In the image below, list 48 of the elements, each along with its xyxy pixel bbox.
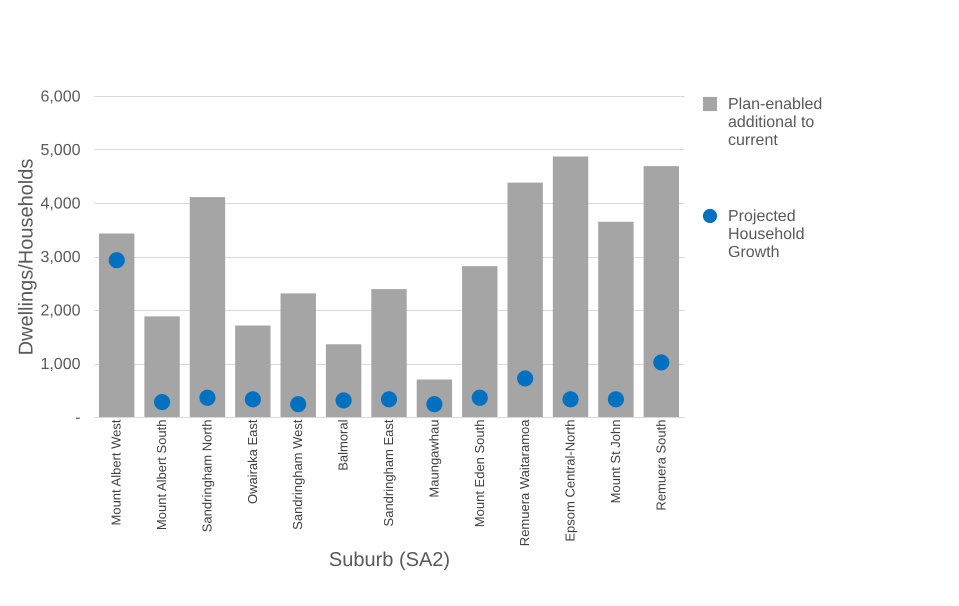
point (244, 391, 261, 408)
bar (280, 293, 316, 417)
y-axis-title: Dwellings/Households (15, 158, 38, 356)
point (336, 392, 352, 408)
bar (326, 344, 362, 417)
x-tick-label: Sandringham East (381, 419, 396, 526)
y-tick-label: - (75, 410, 80, 426)
point (608, 391, 624, 408)
bar (190, 197, 226, 417)
x-tick-label: Remuera Waitaramoa (517, 418, 532, 546)
x-tick-label: Owairaka East (244, 419, 260, 504)
point (517, 370, 534, 387)
point (108, 252, 125, 268)
x-tick-label: Mount Albert South (154, 420, 170, 530)
y-tick-label: 3,000 (40, 249, 81, 266)
y-tick-label: 5,000 (40, 142, 81, 159)
x-tick-label: Sandringham West (290, 419, 306, 530)
y-tick-label: 2,000 (40, 302, 81, 320)
point (199, 390, 216, 406)
bar (235, 326, 271, 417)
legend-label: Plan-enabled additional to current (728, 96, 822, 149)
bar (462, 266, 498, 417)
x-tick-label: Mount Eden South (472, 420, 487, 528)
x-tick-label: Mount St John (608, 420, 623, 504)
y-tick-label: 4,000 (40, 196, 81, 212)
x-tick-label: Maungawhau (426, 420, 442, 498)
point (562, 391, 579, 408)
bar (507, 182, 543, 417)
x-axis-title: Suburb (SA2) (328, 549, 450, 572)
x-tick-label: Balmoral (336, 419, 351, 471)
y-tick-label: 6,000 (40, 88, 81, 106)
x-tick-label: Mount Albert West (108, 419, 124, 526)
bar (644, 166, 680, 417)
legend-label: Projected Household Growth (728, 208, 804, 261)
point (154, 394, 170, 410)
point (380, 391, 398, 408)
x-tick-label: Remuera South (653, 420, 668, 511)
x-tick-label: Epsom Central-North (562, 420, 578, 542)
point (472, 390, 488, 406)
y-tick-label: 1,000 (40, 356, 81, 373)
bar (144, 316, 180, 417)
bar (371, 289, 407, 417)
point (653, 354, 670, 370)
point (290, 396, 306, 412)
bar (98, 233, 134, 417)
bar (552, 156, 588, 417)
x-tick-label: Sandringham North (199, 420, 214, 532)
bar (598, 222, 634, 417)
